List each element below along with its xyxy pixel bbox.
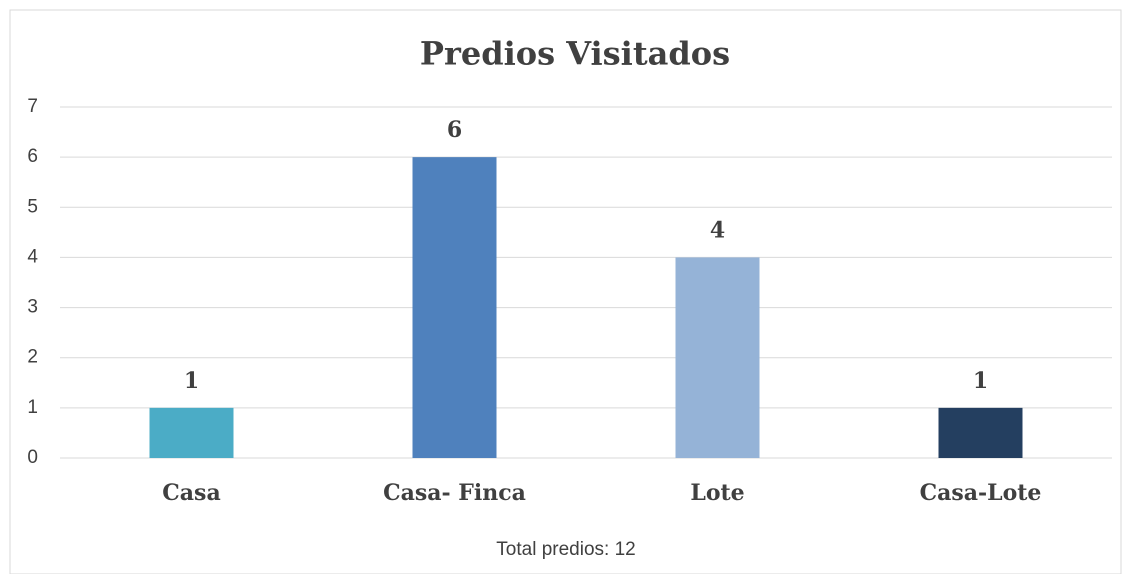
y-tick-label: 7: [27, 96, 38, 117]
data-label: 6: [447, 117, 462, 143]
bar: [149, 407, 234, 458]
chart-frame: [9, 9, 1122, 574]
x-tick-label: Casa- Finca: [383, 480, 526, 506]
bar: [675, 257, 760, 458]
data-label: 4: [710, 217, 725, 243]
annotation: Total predios: 12: [496, 539, 635, 560]
x-tick-label: Casa: [162, 480, 220, 506]
y-tick-label: 4: [27, 246, 38, 267]
x-tick-label: Casa-Lote: [920, 480, 1042, 506]
y-tick-label: 3: [27, 297, 38, 318]
x-tick-label: Lote: [690, 480, 744, 506]
data-label: 1: [973, 368, 988, 394]
y-tick-label: 2: [27, 347, 38, 368]
y-tick-label: 0: [27, 447, 38, 468]
chart-title: Predios Visitados: [420, 35, 730, 73]
y-tick-label: 5: [27, 196, 38, 217]
data-label: 1: [184, 368, 199, 394]
y-tick-label: 6: [27, 146, 38, 167]
y-tick-label: 1: [27, 397, 38, 418]
bar: [938, 407, 1023, 458]
bar: [412, 157, 497, 458]
